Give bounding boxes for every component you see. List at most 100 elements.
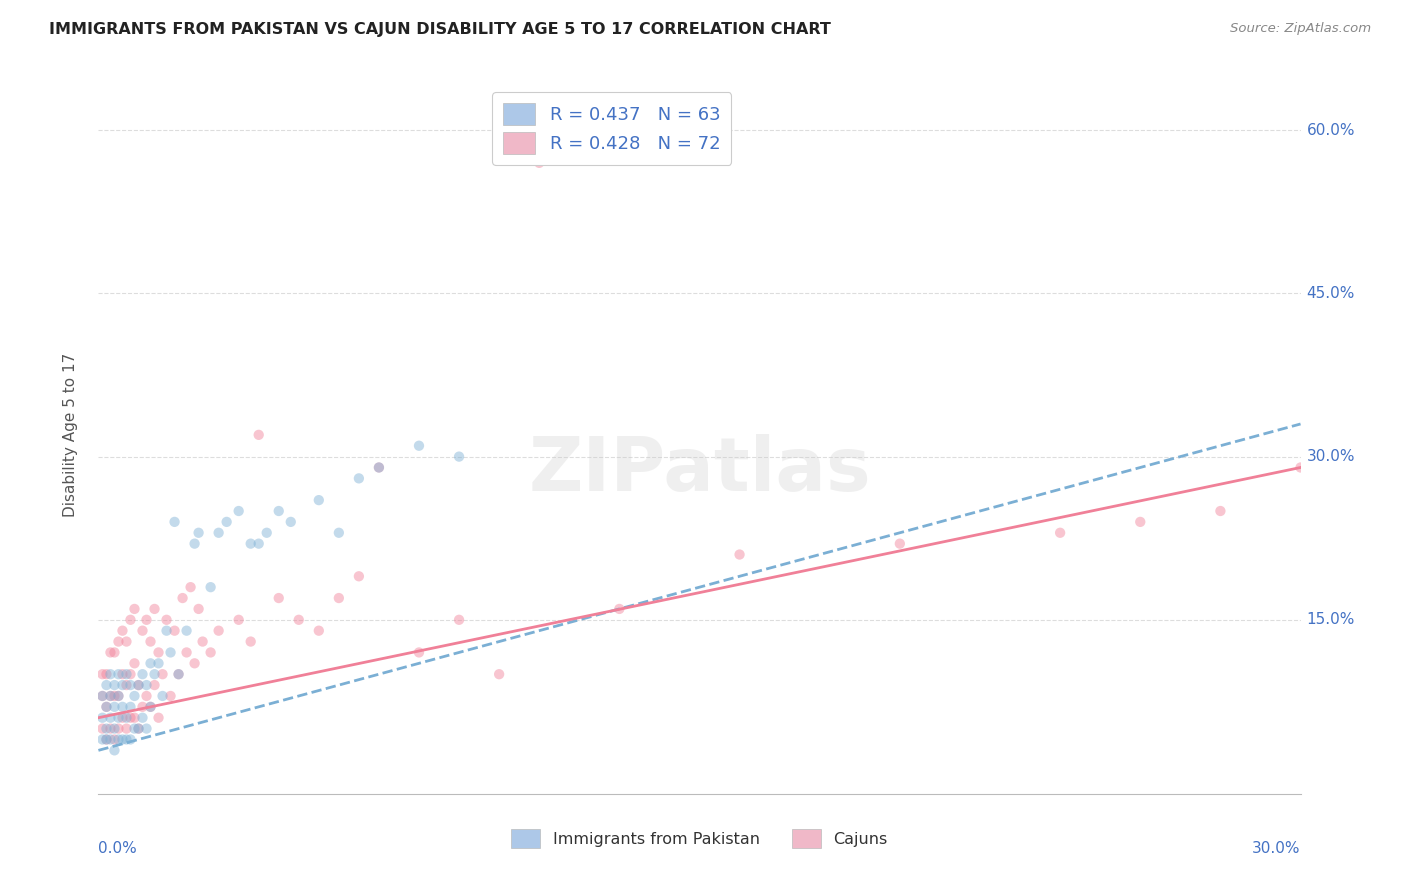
Point bbox=[208, 624, 231, 638]
Point bbox=[408, 645, 430, 659]
Point bbox=[111, 711, 134, 725]
Text: IMMIGRANTS FROM PAKISTAN VS CAJUN DISABILITY AGE 5 TO 17 CORRELATION CHART: IMMIGRANTS FROM PAKISTAN VS CAJUN DISABI… bbox=[49, 22, 831, 37]
Point bbox=[128, 678, 150, 692]
Point bbox=[267, 504, 290, 518]
Point bbox=[609, 602, 631, 616]
Point bbox=[128, 722, 150, 736]
Point bbox=[148, 645, 170, 659]
Text: 45.0%: 45.0% bbox=[1306, 286, 1355, 301]
Point bbox=[96, 699, 118, 714]
Point bbox=[155, 613, 177, 627]
Point bbox=[139, 634, 162, 648]
Point bbox=[139, 699, 162, 714]
Point bbox=[115, 711, 138, 725]
Point bbox=[447, 613, 470, 627]
Point bbox=[447, 450, 470, 464]
Point bbox=[200, 645, 222, 659]
Point bbox=[124, 602, 146, 616]
Point bbox=[120, 699, 142, 714]
Point bbox=[139, 699, 162, 714]
Point bbox=[107, 689, 129, 703]
Legend: Immigrants from Pakistan, Cajuns: Immigrants from Pakistan, Cajuns bbox=[502, 819, 897, 858]
Point bbox=[111, 667, 134, 681]
Point bbox=[368, 460, 391, 475]
Point bbox=[347, 471, 370, 485]
Point bbox=[100, 732, 122, 747]
Point bbox=[103, 743, 125, 757]
Point bbox=[135, 689, 157, 703]
Point bbox=[115, 634, 138, 648]
Point bbox=[135, 722, 157, 736]
Text: 60.0%: 60.0% bbox=[1306, 123, 1355, 137]
Point bbox=[107, 722, 129, 736]
Point bbox=[135, 613, 157, 627]
Text: 30.0%: 30.0% bbox=[1253, 840, 1301, 855]
Point bbox=[111, 678, 134, 692]
Point bbox=[131, 699, 153, 714]
Point bbox=[191, 634, 214, 648]
Point bbox=[115, 732, 138, 747]
Point bbox=[107, 689, 129, 703]
Point bbox=[107, 732, 129, 747]
Y-axis label: Disability Age 5 to 17: Disability Age 5 to 17 bbox=[63, 352, 77, 517]
Point bbox=[267, 591, 290, 605]
Point bbox=[103, 678, 125, 692]
Point bbox=[96, 678, 118, 692]
Point bbox=[152, 667, 174, 681]
Point bbox=[183, 657, 205, 671]
Point bbox=[103, 645, 125, 659]
Point bbox=[368, 460, 391, 475]
Point bbox=[167, 667, 190, 681]
Point bbox=[239, 634, 262, 648]
Point bbox=[131, 667, 153, 681]
Text: 0.0%: 0.0% bbox=[98, 840, 138, 855]
Point bbox=[100, 689, 122, 703]
Point bbox=[120, 711, 142, 725]
Point bbox=[91, 667, 114, 681]
Point bbox=[247, 427, 270, 442]
Point bbox=[131, 624, 153, 638]
Point bbox=[100, 667, 122, 681]
Point bbox=[1049, 525, 1071, 540]
Point bbox=[143, 667, 166, 681]
Point bbox=[228, 613, 250, 627]
Point bbox=[163, 624, 186, 638]
Point bbox=[347, 569, 370, 583]
Text: 15.0%: 15.0% bbox=[1306, 612, 1355, 627]
Point bbox=[111, 624, 134, 638]
Point bbox=[107, 634, 129, 648]
Point bbox=[124, 711, 146, 725]
Point bbox=[256, 525, 278, 540]
Point bbox=[172, 591, 194, 605]
Point bbox=[187, 602, 209, 616]
Point bbox=[107, 711, 129, 725]
Point bbox=[308, 493, 330, 508]
Point bbox=[103, 732, 125, 747]
Point bbox=[91, 689, 114, 703]
Point bbox=[163, 515, 186, 529]
Point bbox=[100, 645, 122, 659]
Point bbox=[308, 624, 330, 638]
Point bbox=[728, 548, 751, 562]
Point bbox=[139, 657, 162, 671]
Point bbox=[124, 657, 146, 671]
Text: ZIPatlas: ZIPatlas bbox=[529, 434, 870, 508]
Point bbox=[100, 722, 122, 736]
Point bbox=[91, 711, 114, 725]
Point bbox=[280, 515, 302, 529]
Point bbox=[115, 678, 138, 692]
Point bbox=[115, 722, 138, 736]
Point bbox=[183, 536, 205, 550]
Point bbox=[148, 711, 170, 725]
Point bbox=[100, 689, 122, 703]
Point bbox=[176, 624, 198, 638]
Point bbox=[155, 624, 177, 638]
Point bbox=[1289, 460, 1312, 475]
Point bbox=[215, 515, 238, 529]
Point bbox=[131, 711, 153, 725]
Point bbox=[111, 699, 134, 714]
Point bbox=[120, 667, 142, 681]
Point bbox=[96, 732, 118, 747]
Point bbox=[167, 667, 190, 681]
Point bbox=[187, 525, 209, 540]
